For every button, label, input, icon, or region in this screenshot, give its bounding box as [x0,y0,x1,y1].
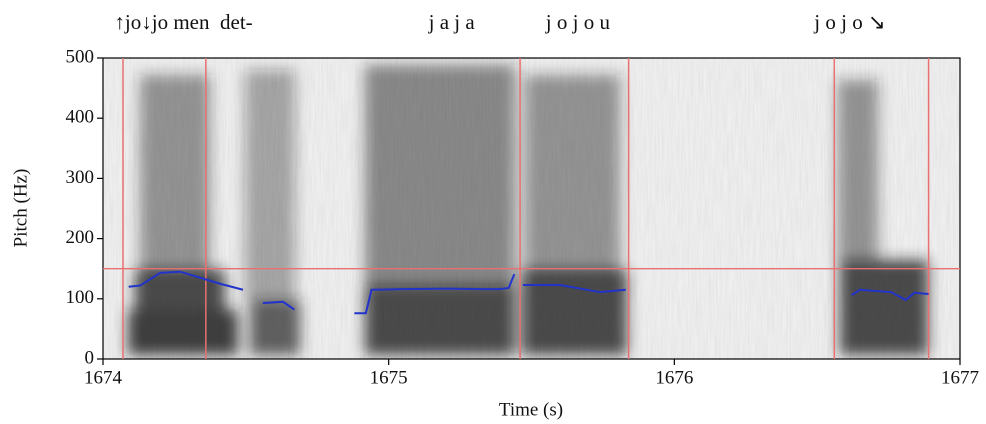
spectrogram [103,58,960,359]
pitch-line [128,270,929,315]
y-axis-label: Pitch (Hz) [10,169,31,248]
y-tick-label: 0 [85,347,95,368]
plot-frame [102,57,961,360]
y-tick-label: 400 [66,107,95,128]
y-tick-label: 500 [66,46,95,67]
x-tick-label: 1677 [941,367,979,388]
segment-annotation: j o j o ↘ [813,10,885,34]
y-tick-label: 200 [66,227,95,248]
segment-annotation: j a j a [428,10,476,34]
segment-annotation: j o j o u [545,10,611,34]
y-tick-label: 300 [66,167,95,188]
segment-annotation: ↑jo↓jo men det- [114,10,252,34]
x-axis-label: Time (s) [499,399,563,420]
x-tick-label: 1676 [655,367,693,388]
y-tick-label: 100 [66,287,95,308]
x-tick-label: 1675 [370,367,408,388]
x-tick-label: 1674 [84,367,123,388]
